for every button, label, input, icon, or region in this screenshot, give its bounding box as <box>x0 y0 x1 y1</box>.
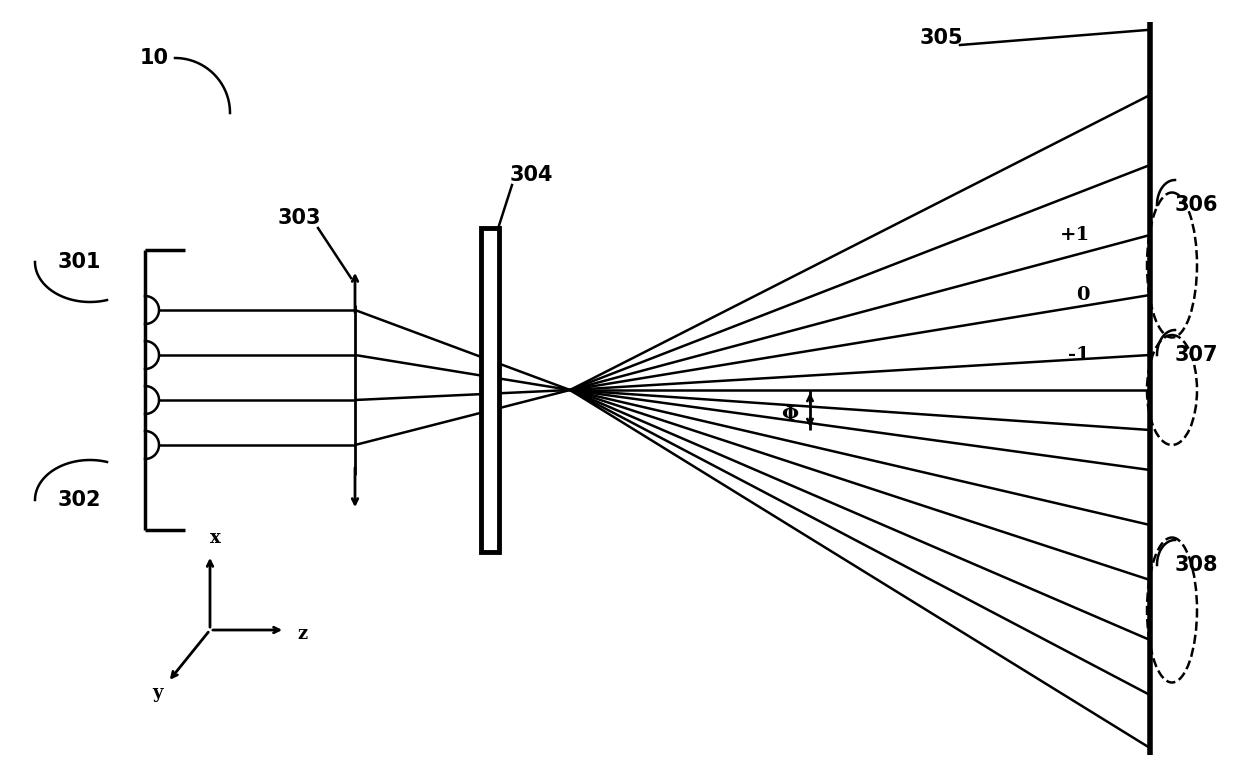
Text: +1: +1 <box>1060 226 1090 244</box>
Text: z: z <box>298 625 308 643</box>
Text: 308: 308 <box>1176 555 1219 575</box>
Text: Φ: Φ <box>781 406 799 424</box>
Text: 304: 304 <box>510 165 553 185</box>
Text: 307: 307 <box>1176 345 1219 365</box>
Text: x: x <box>210 529 221 547</box>
Text: 306: 306 <box>1176 195 1219 215</box>
Text: -1: -1 <box>1068 346 1090 364</box>
Text: 302: 302 <box>58 490 102 510</box>
Text: 0: 0 <box>1076 286 1090 304</box>
Text: 10: 10 <box>140 48 169 68</box>
Text: 301: 301 <box>58 252 102 272</box>
Text: y: y <box>153 684 164 702</box>
Text: 303: 303 <box>278 208 321 228</box>
Bar <box>481 228 498 552</box>
Text: 305: 305 <box>920 28 963 48</box>
